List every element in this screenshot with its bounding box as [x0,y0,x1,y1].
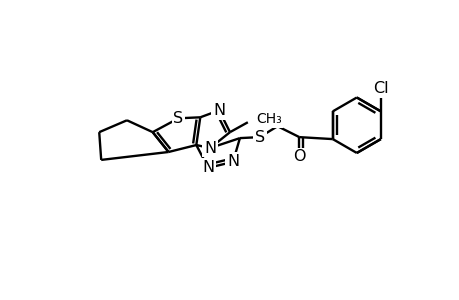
Text: S: S [254,130,264,145]
Text: O: O [292,149,305,164]
Text: N: N [202,160,214,175]
Text: Cl: Cl [372,81,388,96]
Text: S: S [173,111,183,126]
Text: N: N [204,140,216,155]
Text: N: N [226,154,239,169]
Text: CH₃: CH₃ [255,112,281,126]
Text: N: N [213,103,224,118]
